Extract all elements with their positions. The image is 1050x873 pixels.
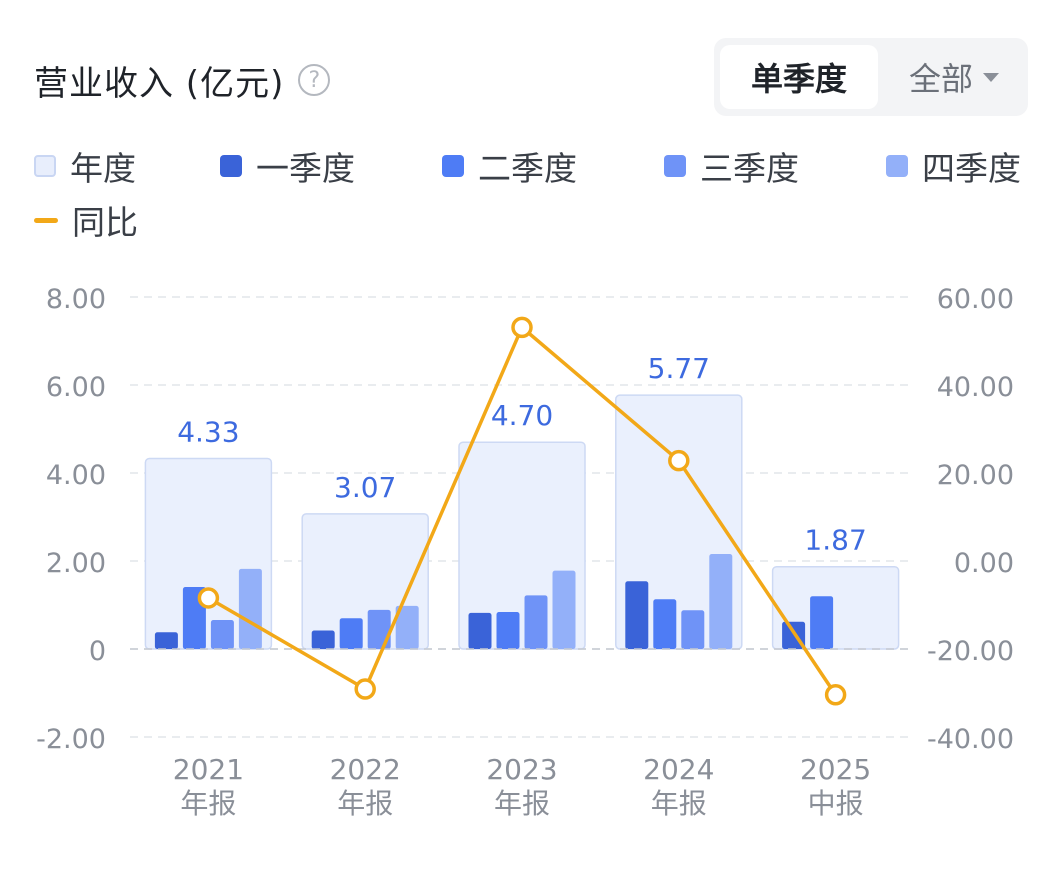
y-right-tick-label: -40.00	[927, 724, 1014, 755]
legend-annual-label: 年度	[70, 149, 136, 188]
y-left-tick-label: -2.00	[36, 724, 106, 755]
q1-bar	[625, 581, 649, 649]
legend-q2-swatch	[442, 155, 464, 177]
y-left-tick-label: 0	[89, 636, 106, 667]
chevron-down-icon	[983, 72, 999, 82]
yoy-point	[354, 678, 376, 700]
q2-bar	[653, 599, 677, 649]
q1-bar	[311, 630, 335, 649]
legend-q2[interactable]: 二季度	[442, 144, 577, 188]
q3-bar	[681, 610, 705, 649]
y-left-tick-label: 2.00	[46, 548, 106, 579]
yoy-point	[668, 449, 690, 472]
x-tick-label-year: 2021	[173, 753, 244, 786]
legend-q1[interactable]: 一季度	[220, 144, 355, 188]
y-right-tick-label: 0.00	[954, 548, 1014, 579]
yoy-point	[197, 587, 220, 609]
x-tick-label-period: 中报	[808, 787, 864, 820]
x-tick-label-year: 2022	[330, 753, 401, 786]
range-dropdown[interactable]: 全部	[886, 45, 1022, 109]
y-left-tick-label: 8.00	[46, 284, 106, 315]
y-right-tick-label: 20.00	[937, 460, 1014, 491]
legend-q3[interactable]: 三季度	[664, 144, 799, 188]
range-dropdown-label: 全部	[908, 60, 973, 98]
y-right-tick-label: 60.00	[937, 284, 1014, 315]
q2-bar	[810, 596, 834, 649]
legend-q4-swatch	[886, 155, 908, 177]
q4-bar	[395, 605, 419, 649]
legend-yoy-swatch	[34, 217, 58, 223]
q1-bar	[468, 612, 492, 649]
x-tick-label-year: 2023	[486, 753, 557, 786]
y-left-tick-label: 6.00	[46, 372, 106, 403]
annual-data-label: 4.70	[491, 399, 553, 432]
q3-bar	[367, 609, 391, 649]
annual-data-label: 4.33	[177, 415, 239, 448]
x-tick-label-period: 年报	[651, 787, 707, 820]
legend-q4[interactable]: 四季度	[886, 144, 1021, 188]
annual-data-label: 5.77	[648, 352, 710, 385]
x-tick-label-period: 年报	[494, 787, 550, 820]
x-tick-label-period: 年报	[180, 787, 236, 820]
legend-yoy-label: 同比	[72, 203, 138, 242]
x-tick-label-year: 2024	[643, 753, 714, 786]
x-tick-label-period: 年报	[337, 787, 393, 820]
legend-annual[interactable]: 年度	[34, 144, 136, 188]
annual-data-label: 1.87	[804, 524, 866, 557]
legend-q1-swatch	[220, 155, 242, 177]
y-right-tick-label: -20.00	[927, 636, 1014, 667]
x-tick-label-year: 2025	[800, 753, 871, 786]
legend-q3-label: 三季度	[700, 149, 799, 188]
y-right-tick-label: 40.00	[937, 372, 1014, 403]
title-row: 营业收入 (亿元) ?	[34, 52, 331, 108]
legend-q1-label: 一季度	[256, 149, 355, 188]
q1-bar	[154, 632, 178, 649]
q4-bar	[552, 570, 576, 649]
page-title: 营业收入 (亿元)	[34, 63, 285, 104]
single-quarter-tab[interactable]: 单季度	[720, 45, 878, 109]
q3-bar	[524, 595, 548, 649]
legend-annual-swatch	[34, 155, 56, 177]
legend-q4-label: 四季度	[922, 149, 1021, 188]
y-left-tick-label: 4.00	[46, 460, 106, 491]
legend-q2-label: 二季度	[478, 149, 577, 188]
legend-yoy[interactable]: 同比	[34, 198, 138, 242]
help-icon[interactable]: ?	[298, 64, 331, 96]
q4-bar	[709, 553, 733, 649]
yoy-point	[824, 684, 847, 706]
yoy-point	[511, 316, 533, 339]
q3-bar	[210, 619, 234, 649]
q4-bar	[238, 568, 262, 649]
q2-bar	[339, 618, 363, 649]
annual-data-label: 3.07	[334, 471, 396, 504]
q2-bar	[496, 612, 520, 649]
period-toggle: 单季度 全部	[714, 38, 1028, 116]
legend-q3-swatch	[664, 155, 686, 177]
